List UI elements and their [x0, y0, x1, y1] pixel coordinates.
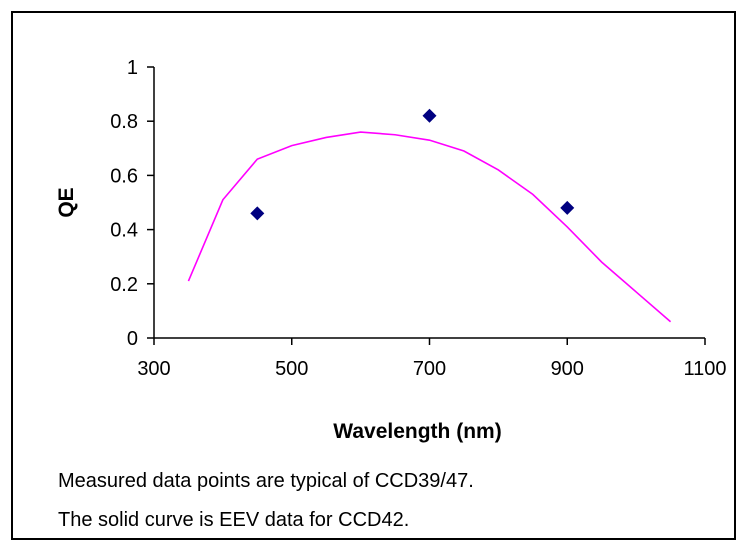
note-measured-points: Measured data points are typical of CCD3…: [58, 470, 474, 492]
measured-point: [250, 206, 265, 221]
x-tick-label: 1100: [683, 358, 726, 380]
x-tick-label: 500: [275, 358, 308, 380]
qe-curve-line: [187, 131, 672, 323]
y-tick-label: 1: [127, 57, 138, 79]
note-solid-curve: The solid curve is EEV data for CCD42.: [58, 509, 410, 531]
chart-frame: 0 0.2 0.4 0.6 0.8 1 300 500 700 900 1100 Wavelength…: [11, 11, 736, 540]
measured-point: [560, 200, 575, 215]
y-axis-label: QE: [55, 187, 78, 217]
x-tick-label: 300: [137, 358, 170, 380]
y-tick-label: 0.4: [110, 220, 138, 242]
chart-plot: 0 0.2 0.4 0.6 0.8 1 300 500 700 900 1100 Wavelength…: [55, 57, 727, 443]
measured-point: [422, 108, 437, 123]
y-tick-label: 0: [127, 328, 138, 350]
x-axis-label: Wavelength (nm): [333, 420, 501, 443]
y-tick-label: 0.6: [110, 165, 138, 187]
x-tick-label: 700: [413, 358, 446, 380]
y-tick-label: 0.8: [110, 111, 138, 133]
x-tick-label: 900: [551, 358, 584, 380]
y-tick-label: 0.2: [110, 274, 138, 296]
